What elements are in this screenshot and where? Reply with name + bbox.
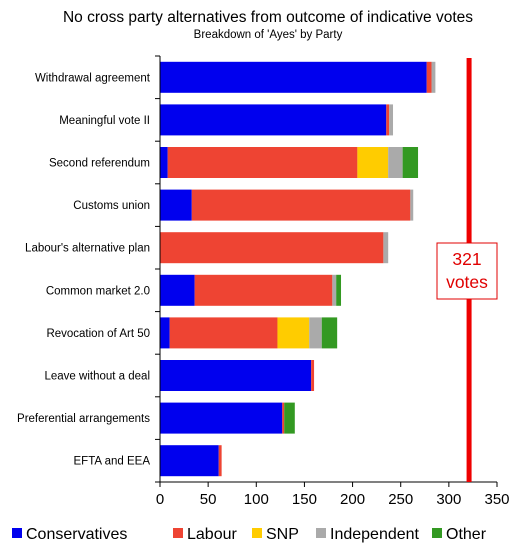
bar-conservatives	[160, 147, 168, 178]
reference-line-group: 321 votes	[436, 58, 498, 482]
bar-labour	[426, 61, 432, 93]
category-label: Labour's alternative plan	[25, 243, 150, 255]
x-tick-label: 350	[484, 491, 509, 508]
bar-labour	[386, 104, 390, 136]
category-label: Meaningful vote II	[59, 115, 150, 127]
legend-label-independent: Independent	[330, 526, 420, 543]
bar-other	[402, 147, 419, 178]
bar-independent	[332, 274, 337, 306]
bar-labour	[282, 402, 285, 434]
legend: Conservatives Labour SNP Independent Other	[12, 526, 487, 543]
bar-other	[284, 402, 295, 434]
legend-swatch-other	[432, 528, 442, 538]
legend-label-conservatives: Conservatives	[26, 526, 127, 543]
bar-other	[321, 317, 338, 349]
x-tick-label: 150	[292, 491, 317, 508]
category-label: Common market 2.0	[46, 285, 150, 297]
bars	[160, 61, 436, 477]
x-tick-label: 250	[388, 491, 413, 508]
chart-subtitle: Breakdown of 'Ayes' by Party	[194, 29, 343, 41]
bar-labour	[160, 232, 384, 264]
x-tick-label: 300	[436, 491, 461, 508]
x-tick-label: 50	[200, 491, 217, 508]
bar-labour	[169, 317, 278, 349]
category-label: Leave without a deal	[45, 371, 151, 383]
category-labels: Withdrawal agreement Meaningful vote II Se…	[17, 72, 151, 467]
bar-independent	[389, 104, 394, 136]
legend-swatch-labour	[173, 528, 183, 538]
category-label: Preferential arrangements	[17, 413, 150, 425]
bar-independent	[410, 189, 414, 221]
bar-snp	[357, 147, 389, 178]
x-tick-label: 100	[244, 491, 269, 508]
x-tick-label: 0	[156, 491, 164, 508]
category-label: Second referendum	[49, 158, 150, 170]
bar-independent	[431, 61, 436, 93]
bar-labour	[311, 360, 315, 391]
bar-conservatives	[160, 189, 192, 221]
chart-title: No cross party alternatives from outcome…	[63, 9, 473, 26]
legend-swatch-conservatives	[12, 528, 22, 538]
legend-label-snp: SNP	[266, 526, 299, 543]
bar-labour	[167, 147, 358, 178]
bar-independent	[309, 317, 322, 349]
bar-independent	[388, 147, 403, 178]
bar-conservatives	[160, 61, 427, 93]
legend-label-labour: Labour	[187, 526, 237, 543]
bar-conservatives	[160, 360, 312, 391]
x-axis: 0 50 100 150 200 250 300 350	[155, 55, 510, 508]
category-label: Customs union	[73, 200, 150, 212]
category-label: Withdrawal agreement	[35, 72, 151, 84]
bar-conservatives	[160, 274, 195, 306]
bar-labour	[218, 445, 222, 477]
legend-swatch-independent	[316, 528, 326, 538]
bar-labour	[194, 274, 333, 306]
legend-swatch-snp	[252, 528, 262, 538]
x-tick-label: 200	[340, 491, 365, 508]
bar-conservatives	[160, 445, 219, 477]
legend-label-other: Other	[446, 526, 487, 543]
reference-label-box	[436, 242, 498, 300]
bar-labour	[191, 189, 411, 221]
reference-label-unit: votes	[446, 272, 488, 292]
bar-conservatives	[160, 317, 170, 349]
category-label: EFTA and EEA	[74, 456, 151, 468]
bar-conservatives	[160, 104, 387, 136]
bar-other	[336, 274, 342, 306]
category-label: Revocation of Art 50	[46, 328, 150, 340]
bar-conservatives	[160, 402, 283, 434]
reference-label-value: 321	[452, 249, 481, 269]
bar-independent	[383, 232, 389, 264]
bar-snp	[277, 317, 310, 349]
